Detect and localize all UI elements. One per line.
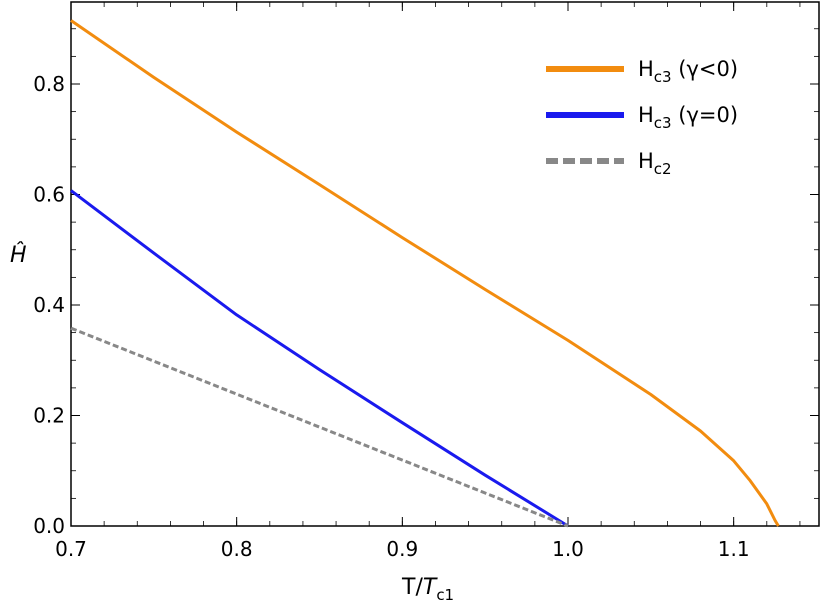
legend-label-main: H [638,149,654,173]
y-tick-label: 0.2 [33,404,65,428]
legend-label: Hc3 (γ<0) [638,57,738,86]
legend-item-hc2: Hc2 [546,149,672,178]
legend-item-hc3-gamma-negative: Hc3 (γ<0) [546,57,738,86]
legend-label-sub: c3 [654,114,672,132]
x-axis-label-sub: c1 [436,586,454,602]
legend-label-sub: c2 [654,160,672,178]
legend-label: Hc2 [638,149,672,178]
curve-hc3-gamma-negative [70,19,780,527]
legend-label-rest: (γ<0) [672,57,738,81]
ticks-group: 0.7 0.8 0.9 1.0 1.1 0.0 0.2 0.4 0.6 0.8 [33,2,819,561]
y-tick-label: 0.4 [33,293,65,317]
plot-frame [70,1,820,527]
legend-label: Hc3 (γ=0) [638,103,738,132]
y-axis-label: Ĥ [10,242,27,268]
curve-hc3-gamma-zero [70,189,569,528]
legend-label-main: H [638,57,654,81]
x-tick-label: 0.9 [386,537,418,561]
x-tick-label: 0.7 [55,537,87,561]
y-tick-label: 0.8 [33,72,65,96]
x-axis-label-italic: T [423,575,438,600]
x-axis-label: T/Tc1 [401,575,454,602]
legend: Hc3 (γ<0)Hc3 (γ=0)Hc2 [546,57,738,178]
legend-label-sub: c3 [654,68,672,86]
legend-label-rest: (γ=0) [672,103,738,127]
curve-hc2 [70,326,569,528]
curves-group [70,19,780,528]
x-axis-label-main: T/ [401,575,423,600]
legend-item-hc3-gamma-zero: Hc3 (γ=0) [546,103,738,132]
x-tick-label: 0.8 [221,537,253,561]
y-tick-label: 0.0 [33,514,65,538]
x-tick-label: 1.0 [552,537,584,561]
legend-label-main: H [638,103,654,127]
x-tick-label: 1.1 [718,537,750,561]
y-tick-label: 0.6 [33,183,65,207]
